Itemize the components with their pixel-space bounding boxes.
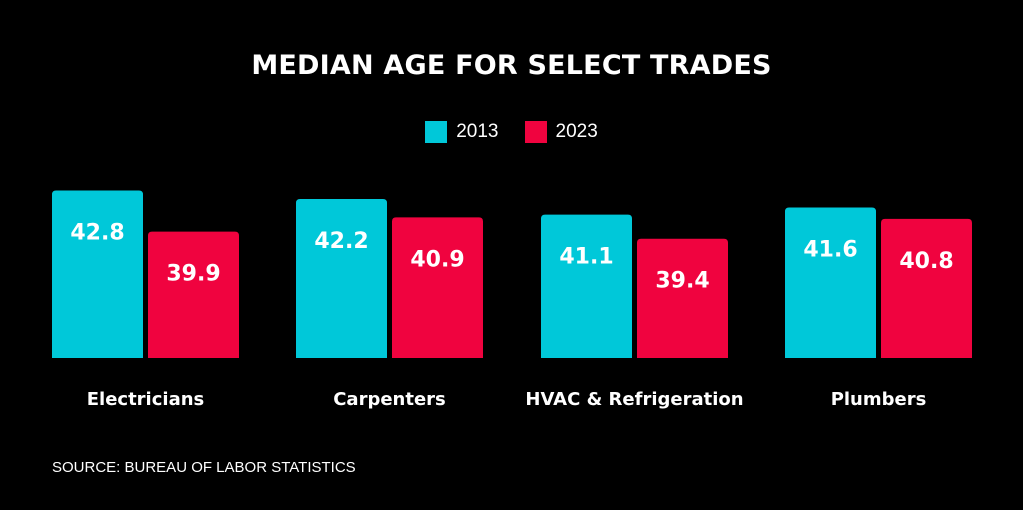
category-label-hvac-refrigeration: HVAC & Refrigeration: [525, 389, 743, 410]
chart-legend: 2013 2023: [0, 121, 1023, 143]
data-label-plumbers-2013: 41.6: [803, 237, 857, 262]
bar-electricians-2023: [148, 231, 239, 358]
bar-hvac-refrigeration-2013: [541, 214, 632, 358]
bar-hvac-refrigeration-2023: [637, 238, 728, 358]
legend-label-2023: 2023: [555, 121, 598, 142]
bar-chart: 42.8 39.9 Electricians 42.2 40.9 Carpenters 41…: [52, 190, 972, 410]
data-label-carpenters-2023: 40.9: [410, 247, 464, 272]
bar-carpenters-2013: [296, 198, 387, 358]
category-label-electricians: Electricians: [87, 389, 205, 410]
bar-plumbers-2013: [785, 207, 876, 358]
chart-title: MEDIAN AGE FOR SELECT TRADES: [251, 50, 772, 81]
legend-item-2023: 2023: [524, 121, 598, 143]
legend-label-2013: 2013: [456, 121, 499, 142]
source-note: SOURCE: BUREAU OF LABOR STATISTICS: [52, 459, 356, 476]
data-label-carpenters-2013: 42.2: [314, 229, 368, 254]
legend-swatch-2023: [524, 121, 547, 143]
legend-item-2013: 2013: [425, 121, 499, 143]
category-label-carpenters: Carpenters: [333, 389, 446, 410]
data-label-electricians-2013: 42.8: [70, 220, 124, 245]
data-label-electricians-2023: 39.9: [166, 262, 220, 287]
bar-plumbers-2023: [881, 218, 972, 358]
legend-swatch-2013: [425, 121, 448, 143]
data-label-hvac-refrigeration-2023: 39.4: [655, 269, 709, 294]
bar-electricians-2013: [52, 190, 143, 358]
data-label-hvac-refrigeration-2013: 41.1: [559, 245, 613, 270]
data-label-plumbers-2023: 40.8: [899, 249, 953, 274]
category-label-plumbers: Plumbers: [831, 389, 927, 410]
bar-carpenters-2023: [392, 217, 483, 358]
